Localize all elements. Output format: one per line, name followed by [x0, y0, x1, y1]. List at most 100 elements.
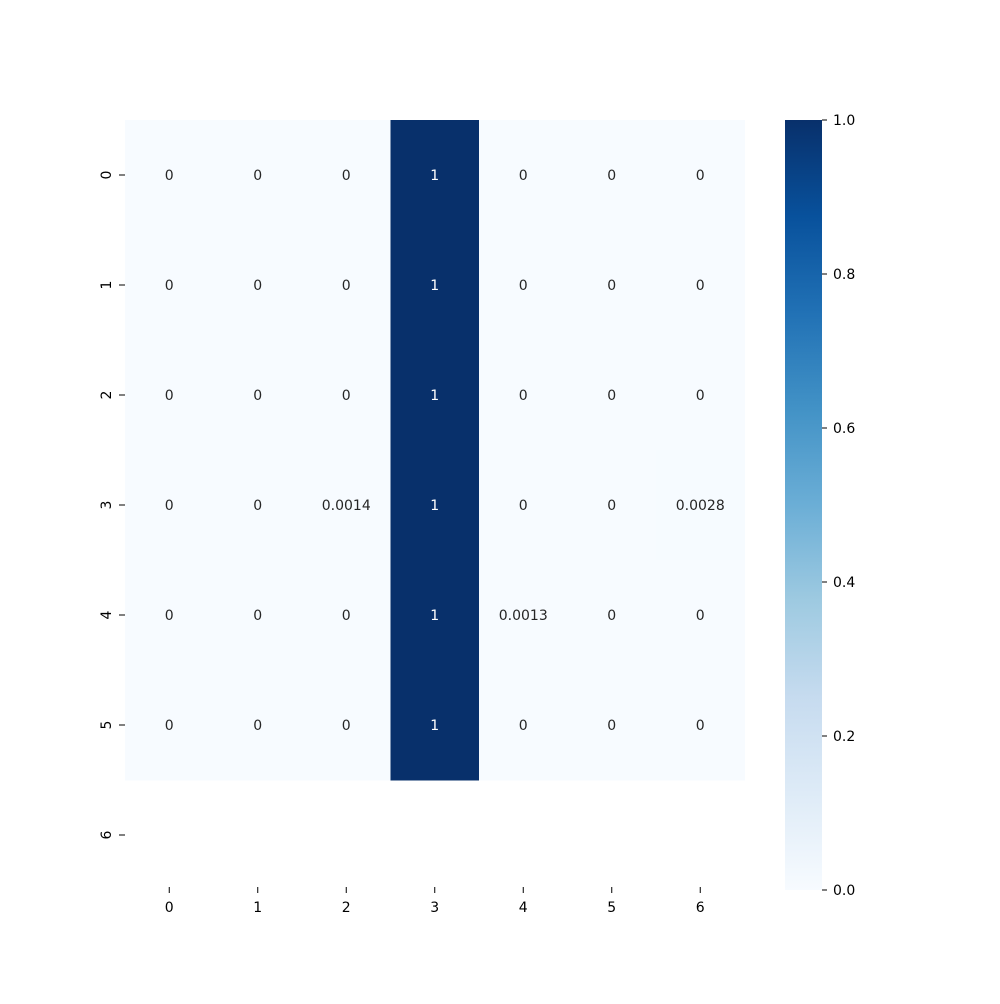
cell-annotation: 1	[430, 498, 439, 514]
y-tick-label: 3	[99, 501, 115, 510]
heatmap-cell	[125, 120, 214, 231]
x-tick-label: 3	[430, 900, 439, 916]
heatmap-cell	[479, 560, 568, 671]
heatmap-cell	[213, 560, 303, 671]
heatmap-cell	[656, 230, 745, 341]
x-tick-label: 2	[342, 900, 351, 916]
y-tick-label: 1	[99, 281, 115, 290]
cell-annotation: 1	[430, 718, 439, 734]
heatmap-cell	[656, 670, 745, 781]
heatmap-cell	[656, 560, 745, 671]
heatmap-cell	[479, 670, 568, 781]
heatmap-cell	[390, 120, 480, 231]
heatmap-cell	[302, 340, 391, 451]
heatmap-cell	[390, 230, 480, 341]
heatmap-cell	[479, 340, 568, 451]
cell-annotation: 0	[253, 278, 262, 294]
y-tick-label: 6	[99, 830, 115, 839]
cell-annotation: 0.0014	[322, 498, 371, 514]
cell-annotation: 0	[165, 168, 174, 184]
cell-annotation: 0	[696, 278, 705, 294]
x-tick-label: 1	[253, 900, 262, 916]
heatmap-cell	[656, 340, 745, 451]
heatmap-cell	[125, 450, 214, 561]
y-tick-label: 2	[99, 391, 115, 400]
cell-annotation: 0	[519, 718, 528, 734]
cell-annotation: 0	[342, 278, 351, 294]
cell-annotation: 0	[165, 278, 174, 294]
colorbar-tick-label: 0.8	[833, 267, 855, 283]
heatmap-cell	[390, 450, 480, 561]
heatmap-cell	[567, 230, 657, 341]
heatmap-cell	[125, 230, 214, 341]
heatmap-cell	[213, 670, 303, 781]
cell-annotation: 0	[165, 608, 174, 624]
heatmap-cell	[302, 450, 391, 561]
heatmap-cell	[302, 120, 391, 231]
heatmap-cell	[302, 230, 391, 341]
heatmap-cell	[302, 560, 391, 671]
cell-annotation: 0	[342, 168, 351, 184]
heatmap-cell	[213, 120, 303, 231]
cell-annotation: 0.0028	[676, 498, 725, 514]
heatmap-cell	[302, 670, 391, 781]
cell-annotation: 0	[696, 718, 705, 734]
heatmap-cells	[125, 120, 745, 781]
cell-annotation: 0	[696, 388, 705, 404]
cell-annotation: 0	[342, 388, 351, 404]
heatmap-cell	[479, 230, 568, 341]
heatmap-cell	[656, 450, 745, 561]
heatmap-cell	[479, 120, 568, 231]
heatmap-cell	[567, 450, 657, 561]
cell-annotations: 0 0 0 1 0 0 0 0 0 0 1 0 0 0 0 0 0 1 0 0 0 0 0 0.0014 1 0 0 0.0028 0 0…	[165, 168, 725, 734]
colorbar-tick-label: 0.4	[833, 575, 855, 591]
cell-annotation: 0	[253, 718, 262, 734]
heatmap-cell	[213, 450, 303, 561]
heatmap-cell	[567, 670, 657, 781]
cell-annotation: 0	[519, 278, 528, 294]
heatmap-cell	[125, 340, 214, 451]
heatmap-cell	[213, 230, 303, 341]
cell-annotation: 1	[430, 608, 439, 624]
cell-annotation: 0	[519, 498, 528, 514]
heatmap-cell	[125, 670, 214, 781]
y-tick-label: 5	[99, 721, 115, 730]
cell-annotation: 0	[165, 388, 174, 404]
cell-annotation: 0	[165, 718, 174, 734]
heatmap-cell	[125, 560, 214, 671]
heatmap-cell	[656, 120, 745, 231]
colorbar-tick-label: 0.6	[833, 421, 855, 437]
cell-annotation: 0	[253, 498, 262, 514]
heatmap-cell	[390, 340, 480, 451]
y-tick-label: 4	[99, 610, 115, 619]
cell-annotation: 0	[342, 718, 351, 734]
heatmap-cell	[390, 560, 480, 671]
cell-annotation: 0.0013	[499, 608, 548, 624]
cell-annotation: 0	[607, 608, 616, 624]
heatmap-cell	[567, 560, 657, 671]
cell-annotation: 0	[607, 498, 616, 514]
heatmap-cell	[390, 670, 480, 781]
cell-annotation: 0	[253, 168, 262, 184]
cell-annotation: 0	[607, 718, 616, 734]
cell-annotation: 0	[253, 608, 262, 624]
cell-annotation: 0	[519, 388, 528, 404]
heatmap-cell	[213, 340, 303, 451]
colorbar-tick-label: 0.0	[833, 883, 855, 899]
heatmap-cell	[567, 120, 657, 231]
cell-annotation: 1	[430, 168, 439, 184]
cell-annotation: 0	[607, 388, 616, 404]
x-tick-label: 6	[696, 900, 705, 916]
x-tick-label: 4	[519, 900, 528, 916]
cell-annotation: 1	[430, 388, 439, 404]
heatmap-cell	[479, 450, 568, 561]
y-tick-label: 0	[99, 171, 115, 180]
cell-annotation: 0	[607, 168, 616, 184]
colorbar-tick-label: 0.2	[833, 729, 855, 745]
y-axis: 0 1 2 3 4 5 6	[99, 171, 125, 839]
cell-annotation: 0	[519, 168, 528, 184]
cell-annotation: 0	[165, 498, 174, 514]
heatmap-cell	[567, 340, 657, 451]
